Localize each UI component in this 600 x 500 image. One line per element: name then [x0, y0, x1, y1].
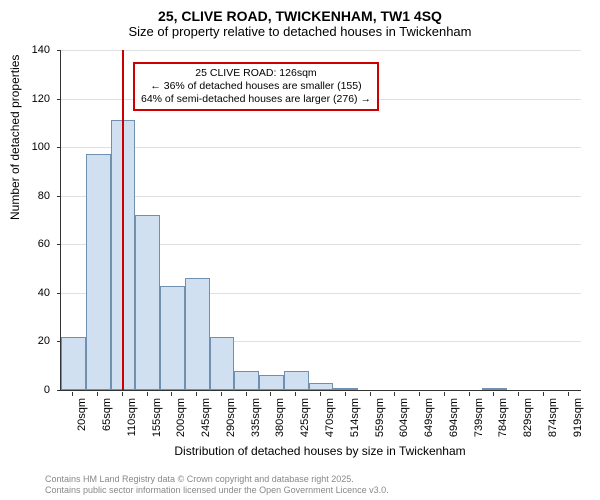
chart-container: 25, CLIVE ROAD, TWICKENHAM, TW1 4SQ Size…: [0, 0, 600, 500]
x-tick-label: 155sqm: [151, 398, 163, 437]
x-tick-label: 470sqm: [324, 398, 336, 437]
y-tick-mark: [57, 147, 61, 148]
x-tick-label: 290sqm: [225, 398, 237, 437]
x-tick-label: 784sqm: [497, 398, 509, 437]
x-tick-label: 604sqm: [398, 398, 410, 437]
histogram-bar: [86, 154, 111, 390]
footer-line2: Contains public sector information licen…: [45, 485, 389, 496]
x-tick-mark: [394, 392, 395, 396]
footer-line1: Contains HM Land Registry data © Crown c…: [45, 474, 389, 485]
x-axis: 20sqm 65sqm 110sqm 155sqm 200sqm 245sqm 290sqm…: [60, 392, 580, 442]
histogram-bar: [234, 371, 259, 390]
y-tick-mark: [57, 244, 61, 245]
x-tick-mark: [493, 392, 494, 396]
annotation-line2: ← 36% of detached houses are smaller (15…: [141, 80, 371, 93]
x-tick-mark: [345, 392, 346, 396]
x-tick-label: 739sqm: [473, 398, 485, 437]
x-tick-label: 425sqm: [299, 398, 311, 437]
x-tick-label: 20sqm: [76, 398, 88, 431]
property-marker-line: [122, 50, 124, 390]
gridline: [61, 50, 581, 51]
footer-attribution: Contains HM Land Registry data © Crown c…: [45, 474, 389, 496]
y-tick-label: 40: [38, 287, 50, 299]
x-tick-mark: [196, 392, 197, 396]
x-tick-label: 65sqm: [101, 398, 113, 431]
x-tick-mark: [419, 392, 420, 396]
y-tick-label: 0: [44, 384, 50, 396]
chart-subtitle: Size of property relative to detached ho…: [0, 24, 600, 39]
gridline: [61, 196, 581, 197]
x-tick-mark: [246, 392, 247, 396]
y-tick-mark: [57, 196, 61, 197]
y-axis: 020406080100120140: [0, 50, 52, 390]
x-tick-label: 245sqm: [200, 398, 212, 437]
x-tick-label: 335sqm: [250, 398, 262, 437]
x-tick-mark: [444, 392, 445, 396]
y-tick-mark: [57, 99, 61, 100]
x-tick-mark: [295, 392, 296, 396]
x-tick-mark: [518, 392, 519, 396]
x-tick-label: 514sqm: [349, 398, 361, 437]
x-tick-mark: [147, 392, 148, 396]
x-tick-mark: [171, 392, 172, 396]
x-tick-mark: [97, 392, 98, 396]
annotation-line1: 25 CLIVE ROAD: 126sqm: [141, 67, 371, 80]
histogram-bar: [309, 383, 334, 390]
histogram-bar: [333, 388, 358, 390]
x-tick-label: 559sqm: [374, 398, 386, 437]
x-tick-label: 649sqm: [423, 398, 435, 437]
histogram-bar: [135, 215, 160, 390]
x-tick-label: 200sqm: [175, 398, 187, 437]
y-tick-mark: [57, 390, 61, 391]
chart-title: 25, CLIVE ROAD, TWICKENHAM, TW1 4SQ: [0, 0, 600, 24]
histogram-bar: [61, 337, 86, 390]
y-tick-label: 120: [32, 93, 50, 105]
gridline: [61, 147, 581, 148]
histogram-bar: [482, 388, 507, 390]
x-tick-mark: [320, 392, 321, 396]
x-axis-label: Distribution of detached houses by size …: [60, 444, 580, 458]
y-tick-label: 80: [38, 190, 50, 202]
y-tick-label: 100: [32, 141, 50, 153]
x-tick-label: 829sqm: [522, 398, 534, 437]
plot-area: 25 CLIVE ROAD: 126sqm ← 36% of detached …: [60, 50, 581, 391]
y-tick-label: 140: [32, 44, 50, 56]
x-tick-mark: [122, 392, 123, 396]
histogram-bar: [284, 371, 309, 390]
annotation-line3: 64% of semi-detached houses are larger (…: [141, 93, 371, 106]
x-tick-mark: [469, 392, 470, 396]
y-tick-label: 60: [38, 238, 50, 250]
histogram-bar: [160, 286, 185, 390]
x-tick-label: 874sqm: [547, 398, 559, 437]
histogram-bar: [210, 337, 235, 390]
x-tick-mark: [543, 392, 544, 396]
x-tick-mark: [72, 392, 73, 396]
histogram-bar: [185, 278, 210, 390]
x-tick-mark: [568, 392, 569, 396]
x-tick-label: 919sqm: [572, 398, 584, 437]
y-tick-mark: [57, 50, 61, 51]
y-tick-label: 20: [38, 335, 50, 347]
annotation-box: 25 CLIVE ROAD: 126sqm ← 36% of detached …: [133, 62, 379, 111]
histogram-bar: [259, 375, 284, 390]
x-tick-label: 110sqm: [126, 398, 138, 436]
x-tick-mark: [370, 392, 371, 396]
x-tick-mark: [221, 392, 222, 396]
x-tick-label: 694sqm: [448, 398, 460, 437]
x-tick-label: 380sqm: [274, 398, 286, 437]
y-tick-mark: [57, 293, 61, 294]
x-tick-mark: [270, 392, 271, 396]
